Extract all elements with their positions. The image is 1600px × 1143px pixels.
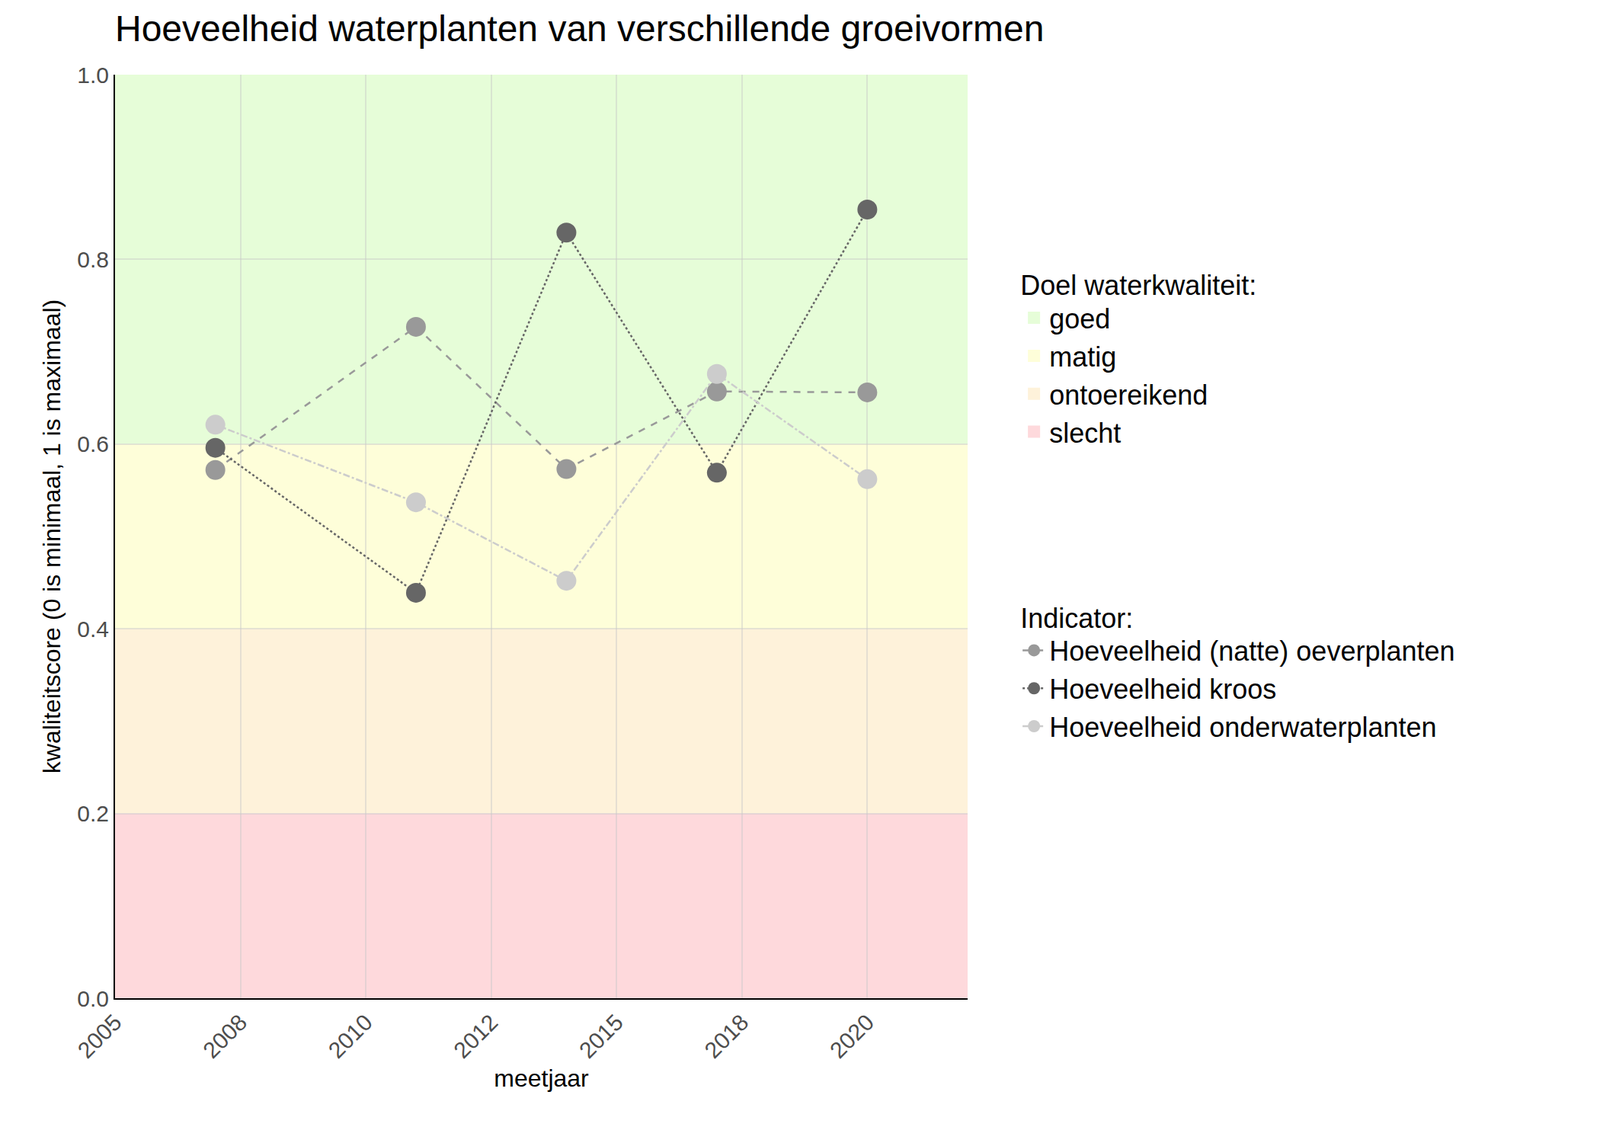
svg-text:0.0: 0.0: [76, 985, 109, 1012]
svg-text:Hoeveelheid kroos: Hoeveelheid kroos: [1049, 673, 1277, 705]
svg-text:0.8: 0.8: [76, 246, 109, 272]
svg-text:Indicator:: Indicator:: [1020, 602, 1133, 634]
svg-text:0.6: 0.6: [76, 431, 109, 457]
svg-text:2010: 2010: [323, 1009, 378, 1064]
svg-text:1.0: 1.0: [76, 62, 109, 88]
svg-text:2020: 2020: [825, 1009, 880, 1064]
svg-text:2012: 2012: [448, 1009, 503, 1064]
svg-text:0.4: 0.4: [76, 616, 109, 642]
svg-text:slecht: slecht: [1049, 417, 1121, 449]
svg-text:2008: 2008: [198, 1009, 253, 1064]
svg-text:Hoeveelheid (natte) oeverplant: Hoeveelheid (natte) oeverplanten: [1049, 635, 1455, 667]
svg-text:kwaliteitscore (0 is minimaal,: kwaliteitscore (0 is minimaal, 1 is maxi…: [38, 299, 66, 774]
svg-text:2005: 2005: [72, 1009, 127, 1064]
svg-text:0.2: 0.2: [76, 800, 109, 826]
svg-text:2015: 2015: [574, 1009, 629, 1064]
svg-text:Doel waterkwaliteit:: Doel waterkwaliteit:: [1020, 269, 1257, 301]
svg-text:Hoeveelheid onderwaterplanten: Hoeveelheid onderwaterplanten: [1049, 711, 1437, 743]
svg-text:meetjaar: meetjaar: [493, 1064, 589, 1092]
svg-text:matig: matig: [1049, 341, 1117, 373]
svg-text:ontoereikend: ontoereikend: [1049, 379, 1208, 411]
svg-text:goed: goed: [1049, 303, 1111, 335]
svg-text:2018: 2018: [699, 1009, 754, 1064]
svg-text:Hoeveelheid waterplanten van v: Hoeveelheid waterplanten van verschillen…: [115, 8, 1044, 49]
